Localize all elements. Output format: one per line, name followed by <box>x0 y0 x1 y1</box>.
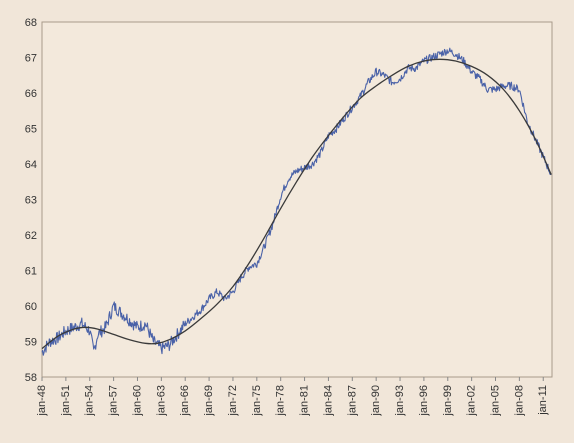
x-tick-label: jan-05 <box>490 385 502 417</box>
series-trend-curve <box>41 58 552 350</box>
y-tick-label: 66 <box>25 88 37 100</box>
x-tick-label: jan-81 <box>299 385 311 417</box>
x-tick-label: jan-78 <box>275 385 287 417</box>
y-tick-label: 62 <box>25 230 37 242</box>
x-tick-label: jan-69 <box>203 385 215 417</box>
x-tick-label: jan-93 <box>394 385 406 417</box>
y-tick-label: 64 <box>25 159 37 171</box>
x-tick-label: jan-99 <box>442 385 454 417</box>
x-tick-label: jan-54 <box>84 385 96 417</box>
y-tick-label: 67 <box>25 53 37 65</box>
x-axis: jan-48 jan-51 jan-54 jan-57 jan-60 jan-63 jan-… <box>36 377 549 417</box>
x-tick-label: jan-96 <box>418 385 430 417</box>
x-tick-label: jan-57 <box>108 385 120 417</box>
series-monthly-data <box>41 47 552 356</box>
x-tick-label: jan-48 <box>36 385 48 417</box>
y-tick-label: 58 <box>25 372 37 384</box>
x-tick-label: jan-87 <box>346 385 358 417</box>
x-tick-label: jan-90 <box>370 385 382 417</box>
y-tick-label: 63 <box>25 195 37 207</box>
y-tick-label: 60 <box>25 301 37 313</box>
x-tick-label: jan-11 <box>537 385 549 416</box>
y-tick-label: 68 <box>25 17 37 29</box>
x-tick-label: jan-60 <box>131 385 143 417</box>
x-tick-label: jan-08 <box>513 385 525 417</box>
x-tick-label: jan-63 <box>155 385 167 417</box>
x-tick-label: jan-66 <box>179 385 191 417</box>
y-tick-label: 61 <box>25 266 37 278</box>
x-tick-label: jan-51 <box>60 385 72 417</box>
x-tick-label: jan-75 <box>251 385 263 417</box>
x-tick-label: jan-02 <box>466 385 478 417</box>
x-tick-label: jan-72 <box>227 385 239 417</box>
y-tick-label: 65 <box>25 124 37 136</box>
y-axis: 58 59 60 61 62 63 64 65 66 67 68 <box>25 17 37 384</box>
series-layer <box>41 47 552 356</box>
y-tick-label: 59 <box>25 337 37 349</box>
x-tick-label: jan-84 <box>322 385 334 417</box>
